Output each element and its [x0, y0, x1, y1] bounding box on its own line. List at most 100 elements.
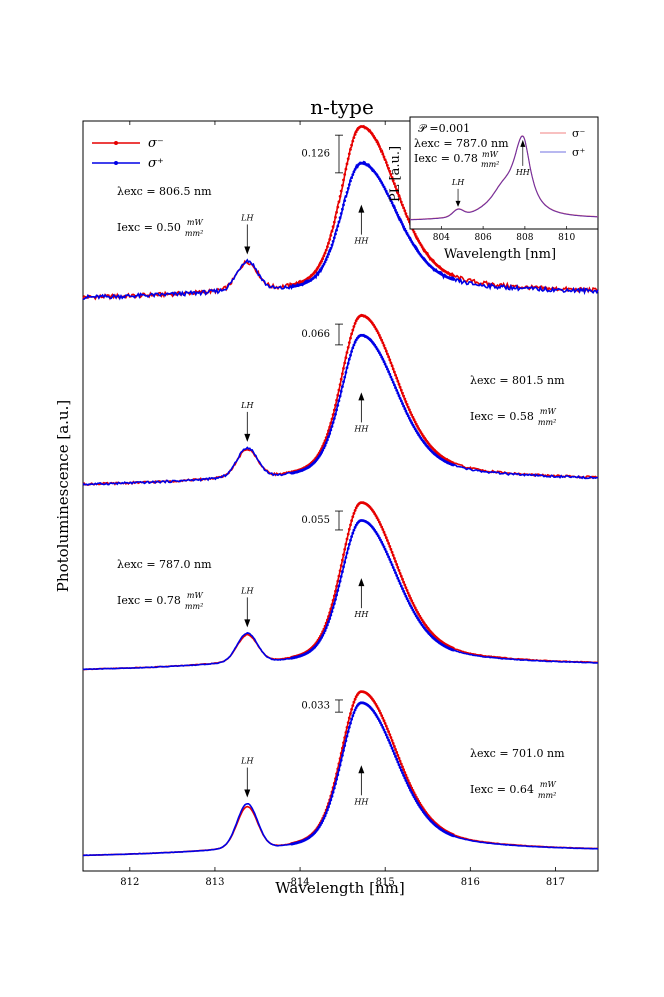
panel-2-sigma-plus-point [391, 380, 395, 384]
panel-4-sigma-plus-point [352, 711, 356, 715]
panel-2-sigma-minus-point [387, 355, 390, 359]
panel-2-sigma-plus-point [410, 421, 414, 425]
panel-3-sigma-plus-point [339, 575, 343, 578]
panel-3-sigma-minus-point [353, 509, 357, 512]
panel-3-sigma-plus-point [383, 547, 387, 551]
panel-4-sigma-plus-point [389, 744, 393, 747]
panel-4-sigma-plus-point [334, 782, 337, 786]
panel-4-sigma-minus-point [353, 697, 357, 701]
panel-1-sigma-plus-point [380, 181, 384, 185]
panel-4-sigma-minus-point [410, 786, 414, 790]
panel-2-sigma-minus-point [399, 388, 403, 392]
panel-4-sigma-plus-point [344, 739, 348, 743]
panel-1-sigma-plus-point [451, 278, 455, 281]
panel-2-sigma-minus-point [324, 436, 328, 439]
panel-2-sigma-minus-point [336, 393, 340, 397]
panel-3-sigma-plus-point [391, 566, 395, 569]
panel-1-sigma-plus-point [405, 232, 409, 235]
inset-x-tick-label-3: 810 [558, 233, 575, 243]
panel-3-sigma-plus-point [394, 571, 397, 575]
panel-1-sigma-minus-point [403, 209, 407, 213]
panel-2-lh-label: LH [240, 401, 254, 410]
panel-2-sigma-minus-point [334, 403, 337, 407]
panel-3-sigma-minus-point [401, 577, 404, 581]
panel-3-sigma-minus-point [381, 528, 385, 531]
panel-4-sigma-minus-point [406, 779, 410, 782]
panel-2-sigma-minus-point [410, 413, 414, 417]
panel-3-sigma-minus-point [388, 545, 392, 548]
panel-4-sigma-plus-point [398, 766, 402, 769]
panel-1-sigma-minus-point [332, 220, 336, 224]
panel-3-sigma-plus-point [350, 535, 353, 538]
panel-4-sigma-minus-point [350, 708, 353, 711]
panel-3-sigma-minus-point [393, 557, 396, 560]
panel-2-sigma-minus-point [383, 346, 387, 350]
panel-1-sigma-plus-point [345, 191, 349, 194]
panel-2-sigma-plus-point [381, 357, 385, 361]
panel-2-sigma-plus-point [402, 404, 405, 408]
panel-3-sigma-minus-point [334, 589, 337, 593]
panel-1-sigma-minus-point [323, 251, 327, 255]
panel-3-sigma-plus-point [397, 579, 401, 583]
panel-3-sigma-plus-point [404, 594, 408, 598]
panel-1-sigma-plus-point [344, 195, 348, 198]
panel-2-sigma-minus-point [342, 367, 345, 370]
panel-3-sigma-minus-point [330, 603, 334, 607]
panel-2-sigma-minus-line [82, 313, 599, 486]
panel-3-sigma-plus-point [352, 528, 356, 532]
panel-3-sigma-plus-point [338, 579, 342, 583]
panel-4-sigma-minus-point [393, 745, 396, 748]
panel-1-sigma-minus-point [413, 232, 417, 236]
panel-3-sigma-minus-point [352, 512, 356, 515]
panel-1-hh-label: HH [353, 237, 369, 246]
panel-2-sigma-plus-point [320, 451, 323, 454]
panel-3-sigma-minus-point [349, 523, 352, 527]
panel-3-sigma-minus-point [412, 604, 416, 607]
panel-3-sigma-plus-point [403, 592, 407, 596]
panel-3-intensity-label: Iexc = 0.78 [117, 594, 181, 607]
panel-3-sigma-plus-point [328, 617, 332, 620]
panel-4-sigma-plus-point [406, 784, 410, 787]
panel-3-sigma-plus-point [402, 589, 405, 593]
panel-3-sigma-plus-point [351, 531, 355, 535]
panel-3-sigma-minus-point [386, 539, 389, 542]
panel-1-sigma-plus-point [339, 212, 343, 215]
panel-4-sigma-plus-point [403, 776, 407, 780]
panel-1-sigma-plus-point [391, 204, 395, 207]
panel-2-sigma-minus-point [393, 370, 396, 374]
panel-4-sigma-plus-point [331, 790, 335, 794]
panel-1-lh-label: LH [240, 213, 254, 222]
panel-2-sigma-minus-point [344, 356, 348, 360]
panel-3-sigma-minus-point [398, 572, 402, 575]
panel-1-sigma-plus-point [394, 208, 397, 212]
legend-label-sigma-minus: σ⁻ [148, 136, 164, 151]
panel-1-sigma-minus-point [327, 241, 330, 245]
panel-3-lh-arrowhead [244, 619, 251, 628]
panel-4-sigma-minus-point [399, 762, 403, 766]
panel-4-sigma-plus-point [347, 725, 351, 729]
panel-4-sigma-plus-point [383, 730, 387, 734]
panel-1-sigma-plus-point [322, 262, 326, 266]
panel-4-sigma-minus-point [394, 748, 397, 751]
panel-4-sigma-plus-point [410, 791, 414, 794]
panel-2-sigma-minus-point [379, 336, 382, 340]
panel-4-sigma-plus-point [390, 746, 394, 750]
panel-4-sigma-minus-point [343, 736, 347, 739]
panel-4-sigma-minus-point [378, 709, 381, 713]
panel-2-sigma-minus-point [345, 351, 349, 354]
panel-3-sigma-plus-point [390, 563, 394, 567]
panel-2-sigma-plus-point [328, 432, 332, 435]
inset-hh-label: HH [515, 168, 531, 177]
panel-4-sigma-minus-point [404, 773, 408, 777]
panel-4-sigma-plus-point [321, 819, 325, 823]
panel-1-sigma-plus-point [384, 189, 388, 193]
legend: σ⁻ σ⁺ [92, 136, 164, 171]
x-tick-label-0: 812 [120, 877, 139, 888]
panel-1-sigma-minus-point [416, 237, 419, 241]
panel-1-sigma-minus-point [375, 140, 379, 144]
inset-polarization-label: 𝒫 =0.001 [418, 122, 470, 135]
panel-1-sigma-minus-point [334, 215, 337, 219]
panel-4-sigma-plus-point [378, 719, 381, 722]
panel-1-sigma-plus-point [350, 176, 353, 180]
panel-1-sigma-plus-point [386, 192, 389, 196]
